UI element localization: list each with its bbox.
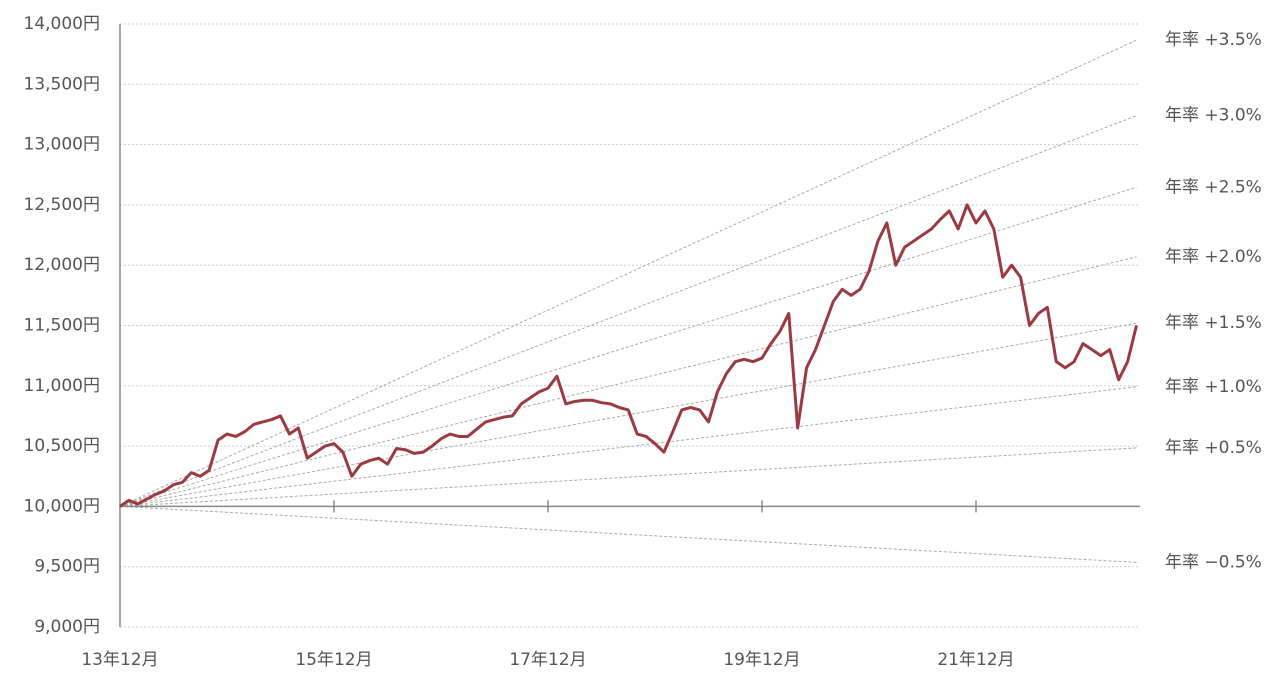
price-line — [119, 203, 1138, 508]
x-tick-label: 15年12月 — [295, 650, 372, 670]
y-tick-label: 12,500円 — [24, 195, 100, 215]
reference-label: 年率 +1.5% — [1165, 313, 1262, 333]
reference-line — [119, 115, 1137, 507]
reference-label: 年率 −0.5% — [1165, 552, 1262, 572]
reference-line — [119, 447, 1137, 507]
reference-label: 年率 +2.0% — [1165, 247, 1262, 267]
reference-line — [119, 186, 1137, 507]
y-tick-label: 14,000円 — [24, 14, 100, 34]
y-tick-label: 9,000円 — [34, 617, 100, 637]
x-tick-label: 21年12月 — [937, 650, 1014, 670]
y-tick-label: 11,500円 — [24, 316, 100, 336]
y-tick-label: 13,000円 — [24, 135, 100, 155]
reference-label: 年率 +0.5% — [1165, 438, 1262, 458]
x-tick-label: 13年12月 — [81, 650, 158, 670]
reference-line — [119, 39, 1137, 507]
reference-line — [119, 505, 1137, 563]
y-tick-label: 9,500円 — [34, 557, 100, 577]
x-tick-label: 17年12月 — [509, 650, 586, 670]
reference-line — [119, 322, 1137, 507]
reference-line — [119, 256, 1137, 507]
reference-label: 年率 +3.0% — [1165, 106, 1262, 126]
reference-label: 年率 +2.5% — [1165, 177, 1262, 197]
reference-line — [119, 386, 1137, 507]
x-tick-label: 19年12月 — [723, 650, 800, 670]
y-tick-label: 13,500円 — [24, 74, 100, 94]
y-tick-label: 11,000円 — [24, 376, 100, 396]
y-tick-label: 10,500円 — [24, 436, 100, 456]
y-tick-label: 10,000円 — [24, 496, 100, 516]
y-tick-label: 12,000円 — [24, 255, 100, 275]
reference-label: 年率 +3.5% — [1165, 30, 1262, 50]
reference-label: 年率 +1.0% — [1165, 377, 1262, 397]
